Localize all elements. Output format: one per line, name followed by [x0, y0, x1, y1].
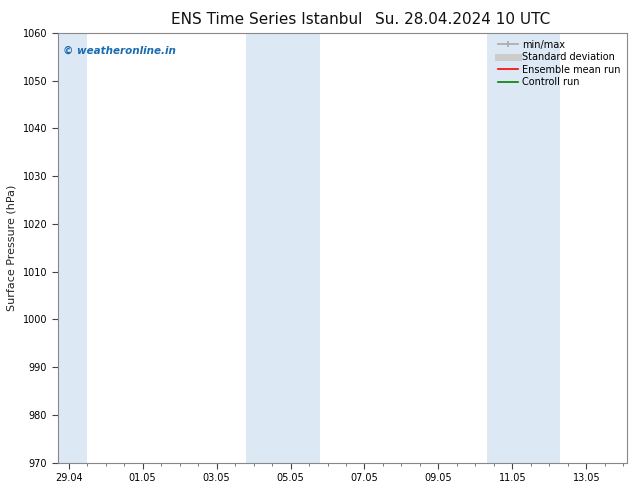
- Y-axis label: Surface Pressure (hPa): Surface Pressure (hPa): [7, 185, 17, 311]
- Bar: [58, 33, 87, 463]
- Bar: [486, 33, 560, 463]
- Bar: [246, 33, 320, 463]
- Text: © weatheronline.in: © weatheronline.in: [63, 46, 176, 56]
- Text: Su. 28.04.2024 10 UTC: Su. 28.04.2024 10 UTC: [375, 12, 550, 27]
- Text: ENS Time Series Istanbul: ENS Time Series Istanbul: [171, 12, 362, 27]
- Legend: min/max, Standard deviation, Ensemble mean run, Controll run: min/max, Standard deviation, Ensemble me…: [496, 38, 622, 89]
